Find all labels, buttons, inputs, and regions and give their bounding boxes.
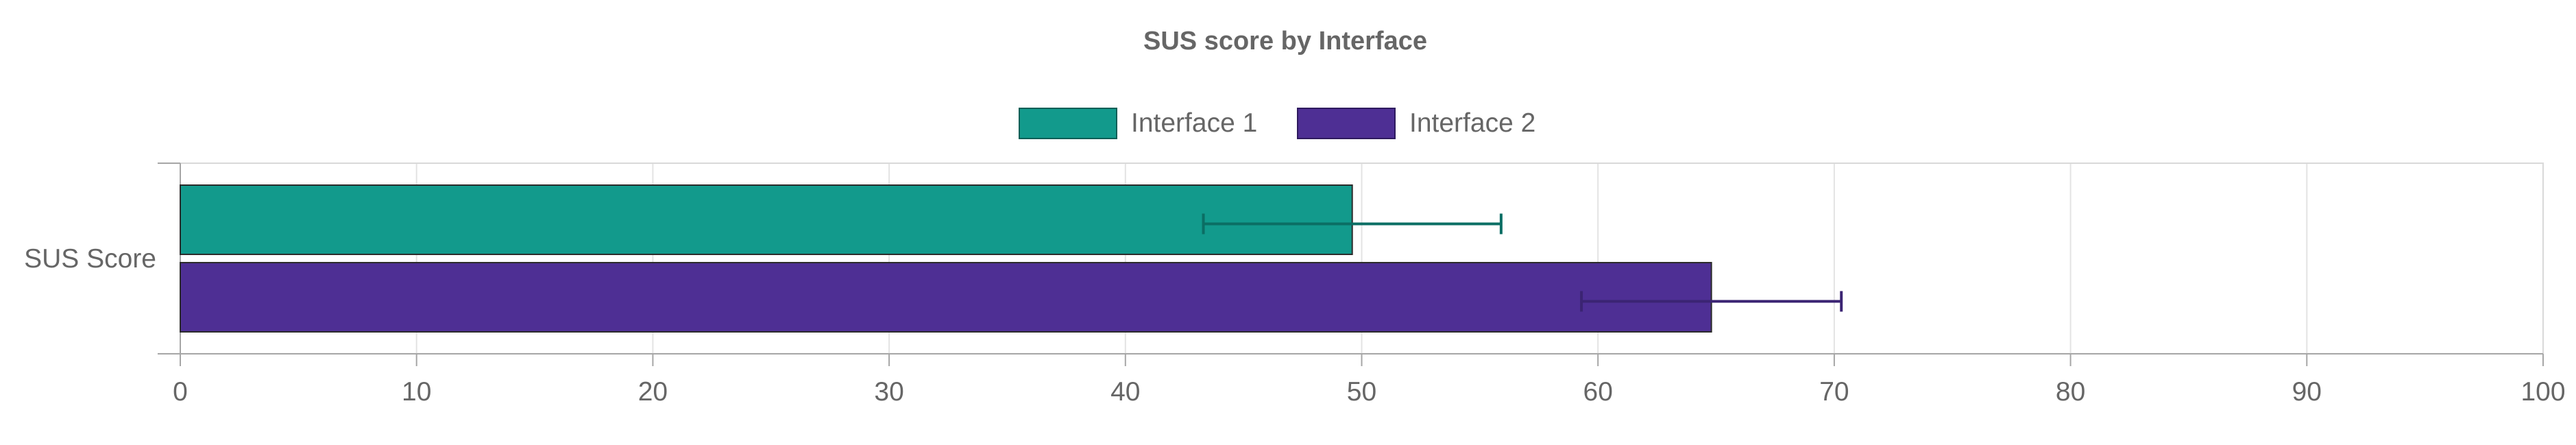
- x-tick-label-60: 60: [1583, 377, 1613, 407]
- legend: Interface 1 Interface 2: [1019, 108, 1535, 139]
- x-tick-label-0: 0: [173, 377, 188, 407]
- legend-swatch-interface-1[interactable]: [1019, 108, 1117, 139]
- x-tick-label-80: 80: [2056, 377, 2085, 407]
- x-tick-label-100: 100: [2520, 377, 2565, 407]
- legend-swatch-interface-2[interactable]: [1297, 108, 1396, 139]
- legend-label-interface-1[interactable]: Interface 1: [1131, 108, 1257, 138]
- error-bars: [1202, 213, 1843, 312]
- bars: [180, 184, 1712, 333]
- bar-interface-2[interactable]: [180, 262, 1712, 333]
- x-tick-label-30: 30: [874, 377, 903, 407]
- x-tick-label-90: 90: [2292, 377, 2322, 407]
- x-tick-label-70: 70: [1819, 377, 1849, 407]
- x-tick-label-50: 50: [1347, 377, 1376, 407]
- chart-title: SUS score by Interface: [1143, 27, 1427, 56]
- x-tick-label-10: 10: [402, 377, 431, 407]
- legend-label-interface-2[interactable]: Interface 2: [1409, 108, 1535, 138]
- x-axis-ticks: 0 10 20 30 40 50 60 70 80 90 100: [173, 354, 2566, 407]
- x-tick-label-20: 20: [638, 377, 668, 407]
- bar-interface-1[interactable]: [180, 184, 1353, 255]
- category-label-sus-score: SUS Score: [24, 244, 156, 274]
- x-tick-label-40: 40: [1110, 377, 1140, 407]
